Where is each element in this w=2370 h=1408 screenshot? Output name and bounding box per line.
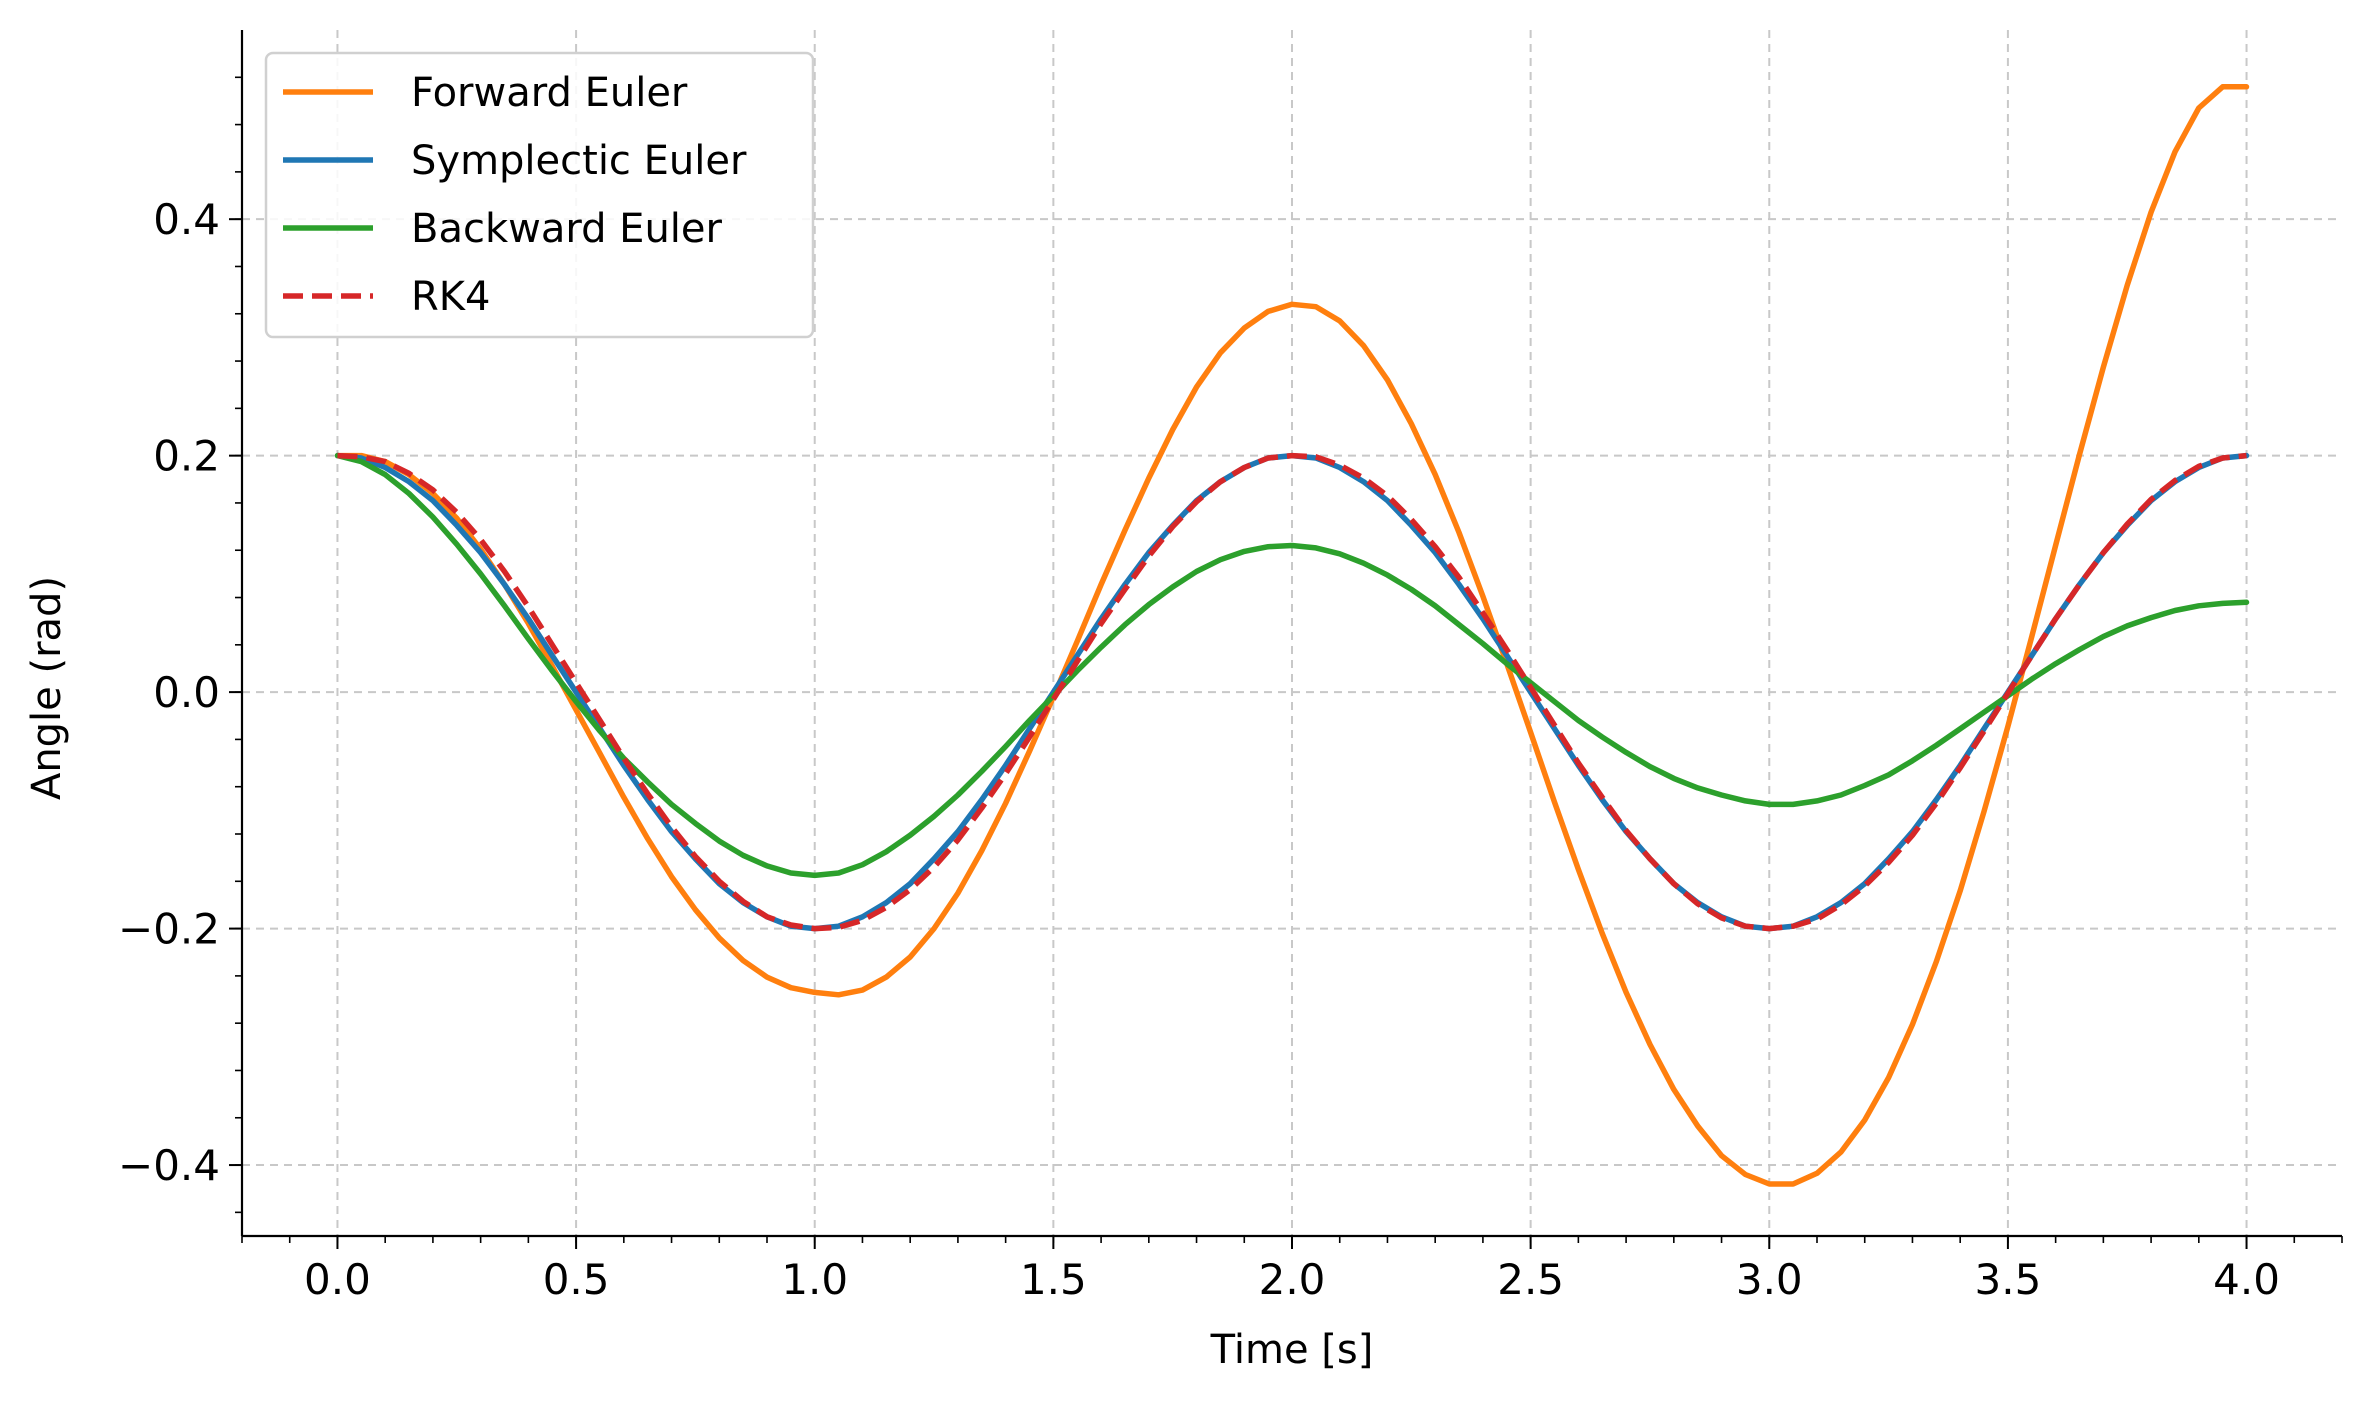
x-axis-label: Time [s] [1210,1327,1374,1373]
x-tick-label: 2.5 [1497,1255,1564,1304]
y-tick-label: −0.4 [118,1141,220,1190]
series-lines [334,84,2250,1187]
legend-label: Symplectic Euler [411,138,747,184]
legend-label: Backward Euler [411,206,723,252]
y-axis-label: Angle (rad) [24,576,70,800]
x-tick-label: 2.0 [1259,1255,1326,1304]
x-tick-label: 3.5 [1975,1255,2042,1304]
x-tick-label: 0.5 [543,1255,610,1304]
series-line-backward-euler [334,452,2250,879]
x-tick-label: 4.0 [2213,1255,2280,1304]
x-tick-label: 1.0 [781,1255,848,1304]
axes: 0.0 0.5 1.0 1.5 2.0 2.5 3.0 3.5 4.0 −0.4 −0.2 0.0 0.… [118,30,2343,1304]
y-tick-label: 0.0 [153,668,220,717]
y-tick-label: −0.2 [118,905,220,954]
series-line-rk4 [337,452,2247,932]
x-tick-label: 3.0 [1736,1255,1803,1304]
legend: Forward Euler Symplectic Euler Backward Eu… [264,51,815,339]
series-line-forward-euler [334,84,2250,1187]
legend-label: Forward Euler [411,70,688,116]
legend-label: RK4 [411,274,490,320]
legend-box [264,51,815,339]
y-tick-label: 0.2 [153,432,220,481]
y-tick-label: 0.4 [153,195,220,244]
x-tick-label: 1.5 [1020,1255,1087,1304]
x-tick-label: 0.0 [304,1255,371,1304]
